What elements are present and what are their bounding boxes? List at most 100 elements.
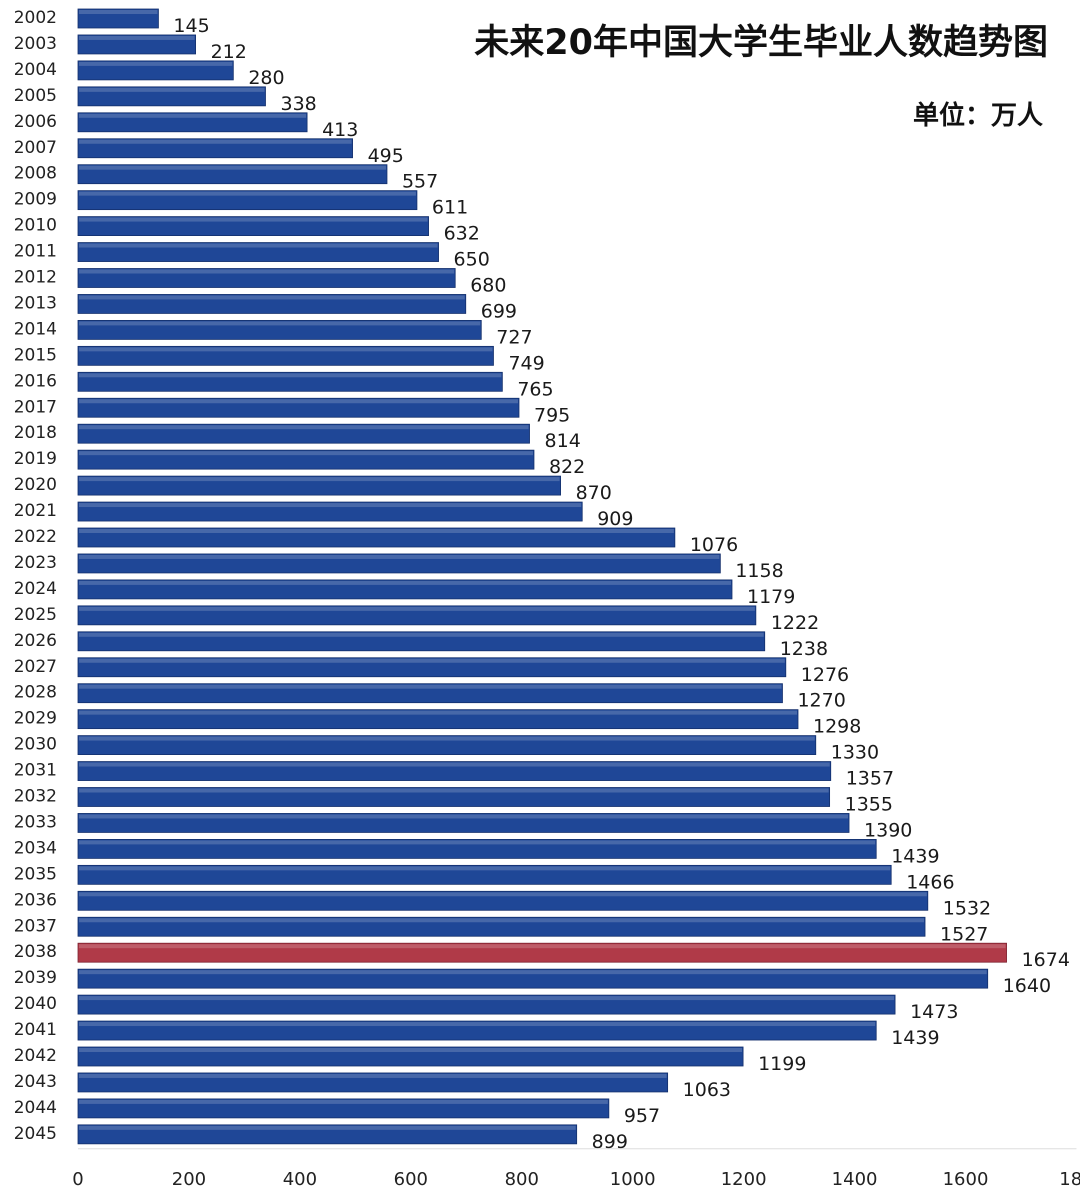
category-label-2037: 2037 <box>14 916 57 936</box>
category-label-2012: 2012 <box>14 268 57 288</box>
value-label-2038: 1674 <box>1022 949 1070 971</box>
value-label-2026: 1238 <box>780 638 828 660</box>
bar-highlight-stripe-2036 <box>79 892 927 897</box>
bar-2015 <box>77 345 494 366</box>
value-label-2007: 495 <box>368 145 404 167</box>
category-label-2030: 2030 <box>14 735 57 755</box>
value-label-2044: 957 <box>624 1105 660 1127</box>
category-label-2002: 2002 <box>14 8 57 28</box>
value-label-2028: 1270 <box>797 690 845 712</box>
bar-2017 <box>77 397 520 418</box>
category-label-2011: 2011 <box>14 242 57 262</box>
bar-2042 <box>77 1046 744 1067</box>
bar-2022 <box>77 527 676 548</box>
bar-highlight-stripe-2042 <box>79 1048 743 1052</box>
bar-highlight-stripe-2003 <box>79 35 195 40</box>
x-tick-label-7: 1400 <box>832 1169 878 1190</box>
value-label-2024: 1179 <box>747 586 795 608</box>
bar-2044 <box>77 1098 610 1119</box>
value-label-2039: 1640 <box>1003 975 1051 997</box>
value-label-2043: 1063 <box>683 1079 731 1101</box>
bar-highlight-stripe-2024 <box>79 580 731 585</box>
bar-highlight-stripe-2032 <box>79 788 829 793</box>
bar-2018 <box>77 423 530 444</box>
category-label-2021: 2021 <box>14 501 57 521</box>
category-label-2026: 2026 <box>14 631 57 651</box>
category-label-2009: 2009 <box>14 190 57 210</box>
value-label-2021: 909 <box>597 508 633 530</box>
bar-highlight-stripe-2017 <box>79 399 518 404</box>
category-label-2013: 2013 <box>14 293 57 313</box>
bar-2013 <box>77 294 467 314</box>
bar-2033 <box>77 813 850 833</box>
value-label-2017: 795 <box>534 404 570 426</box>
value-label-2015: 749 <box>508 352 544 374</box>
bar-2036 <box>77 890 929 911</box>
bar-highlight-stripe-2027 <box>79 658 785 663</box>
category-label-2029: 2029 <box>14 709 57 729</box>
value-label-2009: 611 <box>432 197 468 219</box>
bar-highlight-stripe-2037 <box>79 918 925 923</box>
bar-highlight-stripe-2035 <box>79 866 891 871</box>
bar-2043 <box>77 1072 669 1093</box>
bar-highlight-stripe-2044 <box>79 1099 608 1104</box>
bar-2012 <box>77 268 456 288</box>
category-label-2015: 2015 <box>14 345 57 365</box>
bar-highlight-stripe-2005 <box>79 87 265 92</box>
value-label-2033: 1390 <box>864 819 912 841</box>
x-tick-label-2: 400 <box>283 1169 317 1190</box>
bar-highlight-stripe-2038 <box>79 944 1006 949</box>
bar-2008 <box>77 164 388 185</box>
bar-2019 <box>77 449 535 470</box>
value-label-2006: 413 <box>322 119 358 141</box>
category-label-2039: 2039 <box>14 968 57 988</box>
bar-highlight-stripe-2041 <box>79 1022 876 1027</box>
bar-2014 <box>77 319 482 340</box>
bar-highlight-stripe-2004 <box>79 61 233 66</box>
value-label-2029: 1298 <box>813 716 861 738</box>
value-label-2003: 212 <box>211 41 247 63</box>
category-label-2028: 2028 <box>14 683 57 703</box>
category-label-2025: 2025 <box>14 605 57 625</box>
bar-2034 <box>77 839 877 859</box>
category-label-2022: 2022 <box>14 527 57 547</box>
bar-highlight-stripe-2012 <box>79 269 455 274</box>
bar-highlight-stripe-2019 <box>79 451 533 456</box>
bar-highlight-stripe-2033 <box>79 814 849 819</box>
bar-2020 <box>77 475 561 496</box>
bar-2032 <box>77 787 831 807</box>
category-label-2014: 2014 <box>14 319 57 339</box>
bar-2003 <box>77 34 196 55</box>
value-label-2023: 1158 <box>735 560 783 582</box>
bar-2010 <box>77 216 429 237</box>
bar-2011 <box>77 242 439 262</box>
bar-highlight-stripe-2009 <box>79 191 416 196</box>
category-label-2018: 2018 <box>14 423 57 443</box>
value-label-2013: 699 <box>481 300 517 322</box>
value-label-2005: 338 <box>280 93 316 115</box>
chart-title: 未来20年中国大学生毕业人数趋势图 <box>474 22 1048 63</box>
bar-2045 <box>77 1124 578 1145</box>
category-label-2005: 2005 <box>14 86 57 106</box>
bar-highlight-stripe-2015 <box>79 347 493 352</box>
value-label-2004: 280 <box>248 67 284 89</box>
category-label-2032: 2032 <box>14 787 57 807</box>
bar-2026 <box>77 631 766 652</box>
category-label-2024: 2024 <box>14 579 57 599</box>
value-label-2036: 1532 <box>943 897 991 919</box>
category-label-2033: 2033 <box>14 812 57 832</box>
bar-highlight-stripe-2010 <box>79 217 428 222</box>
bar-2028 <box>77 683 783 704</box>
bar-2009 <box>77 190 418 211</box>
bar-highlight-stripe-2006 <box>79 113 307 118</box>
value-label-2027: 1276 <box>801 664 849 686</box>
x-tick-label-3: 600 <box>394 1169 428 1190</box>
x-tick-label-5: 1000 <box>610 1169 656 1190</box>
bar-highlight-stripe-2018 <box>79 425 529 430</box>
bar-2039 <box>77 968 989 989</box>
value-label-2002: 145 <box>173 15 209 37</box>
category-label-2041: 2041 <box>14 1020 57 1040</box>
bar-2031 <box>77 761 832 781</box>
bar-2041 <box>77 1020 877 1041</box>
bar-2023 <box>77 553 721 574</box>
